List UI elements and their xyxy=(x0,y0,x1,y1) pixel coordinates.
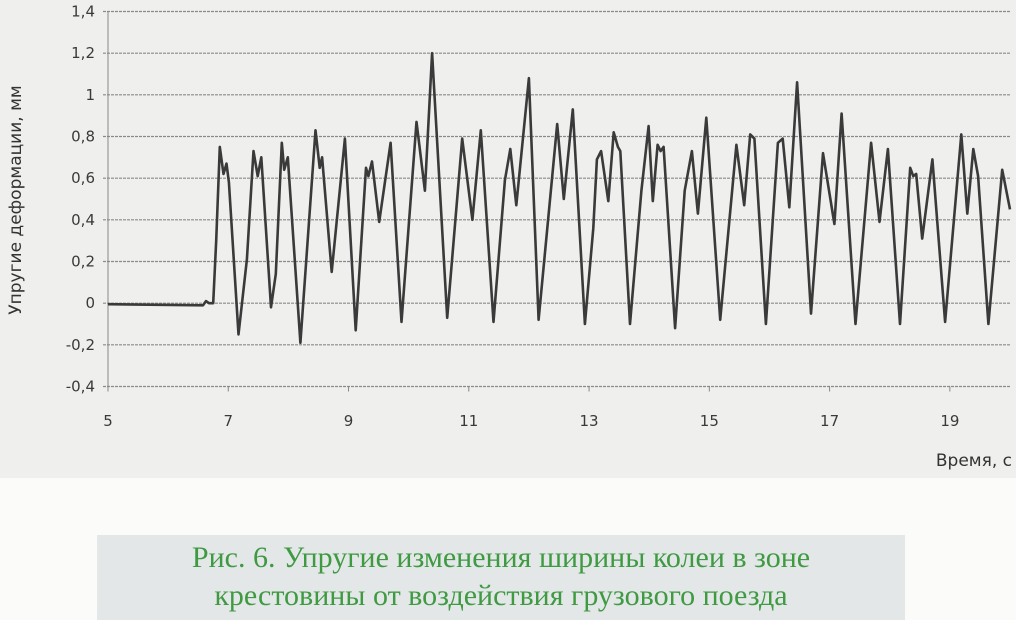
x-tick-label: 13 xyxy=(580,412,599,430)
caption-line-1: Рис. 6. Упругие изменения ширины колеи в… xyxy=(191,541,811,574)
y-axis-label: Упругие деформации, мм xyxy=(6,85,26,314)
x-tick-label: 9 xyxy=(344,412,354,430)
line-chart: 1,4 1,2 1 0,8 0,6 0,4 0,2 0 -0,2 -0,4 5 7 9 11 13 15 17… xyxy=(6,3,1012,472)
series-line xyxy=(107,51,1012,345)
figure-caption-box: Рис. 6. Упругие изменения ширины колеи в… xyxy=(97,535,905,620)
y-tick-label: 0,8 xyxy=(71,128,95,146)
x-tick-label: 11 xyxy=(459,412,478,430)
x-tick-labels: 5 7 9 11 13 15 17 19 xyxy=(103,412,959,430)
y-tick-label: -0,2 xyxy=(66,336,95,354)
y-tick-label: 1 xyxy=(85,86,95,104)
y-tick-label: 0,4 xyxy=(71,211,95,229)
y-tick-label: 1,2 xyxy=(71,44,95,62)
figure-caption: Рис. 6. Упругие изменения ширины колеи в… xyxy=(97,539,905,615)
x-axis-label: Время, с xyxy=(936,451,1012,471)
y-tick-label: 0,2 xyxy=(71,253,95,271)
x-tick-label: 17 xyxy=(820,412,839,430)
y-tick-label: 1,4 xyxy=(71,3,95,21)
y-tick-labels: 1,4 1,2 1 0,8 0,6 0,4 0,2 0 -0,2 -0,4 xyxy=(66,3,95,396)
caption-line-2: крестовины от воздействия грузового поез… xyxy=(214,579,788,612)
x-tick-label: 5 xyxy=(103,412,113,430)
x-tick-label: 15 xyxy=(700,412,719,430)
chart-area xyxy=(0,0,1016,478)
x-tick-label: 7 xyxy=(223,412,233,430)
y-tick-label: 0 xyxy=(85,294,95,312)
x-tick-label: 19 xyxy=(940,412,959,430)
y-tick-label: 0,6 xyxy=(71,169,95,187)
y-tick-label: -0,4 xyxy=(66,378,95,396)
